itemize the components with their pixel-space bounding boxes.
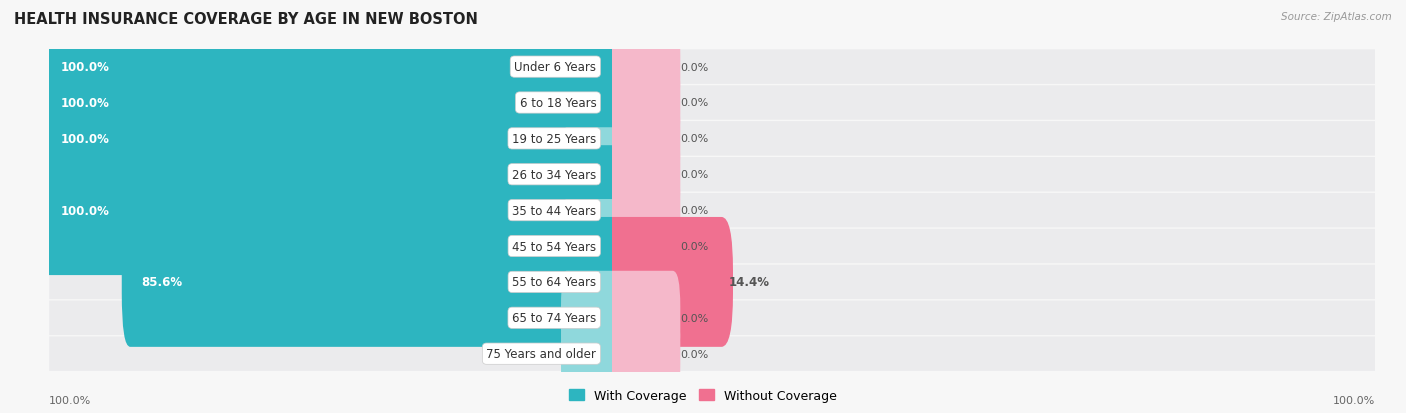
FancyBboxPatch shape [605, 199, 681, 293]
Text: 85.6%: 85.6% [142, 276, 183, 289]
FancyBboxPatch shape [605, 92, 681, 186]
FancyBboxPatch shape [49, 301, 612, 335]
FancyBboxPatch shape [561, 271, 617, 365]
Text: 65 to 74 Years: 65 to 74 Years [512, 311, 596, 325]
FancyBboxPatch shape [49, 50, 612, 85]
FancyBboxPatch shape [41, 74, 620, 204]
Text: 0.0%: 0.0% [533, 170, 561, 180]
FancyBboxPatch shape [41, 2, 620, 132]
Text: 0.0%: 0.0% [681, 98, 709, 108]
FancyBboxPatch shape [600, 217, 733, 347]
FancyBboxPatch shape [612, 158, 1375, 192]
Text: Source: ZipAtlas.com: Source: ZipAtlas.com [1281, 12, 1392, 22]
Text: 0.0%: 0.0% [681, 242, 709, 252]
FancyBboxPatch shape [49, 86, 612, 121]
Text: 26 to 34 Years: 26 to 34 Years [512, 169, 596, 181]
FancyBboxPatch shape [49, 193, 612, 228]
FancyBboxPatch shape [49, 229, 612, 263]
FancyBboxPatch shape [605, 56, 681, 150]
Text: 100.0%: 100.0% [49, 395, 91, 405]
FancyBboxPatch shape [561, 199, 617, 293]
Text: 35 to 44 Years: 35 to 44 Years [512, 204, 596, 217]
FancyBboxPatch shape [612, 265, 1375, 299]
FancyBboxPatch shape [612, 86, 1375, 121]
Text: 75 Years and older: 75 Years and older [486, 347, 596, 360]
FancyBboxPatch shape [49, 122, 612, 156]
Text: 0.0%: 0.0% [533, 242, 561, 252]
FancyBboxPatch shape [122, 217, 620, 347]
FancyBboxPatch shape [605, 21, 681, 114]
FancyBboxPatch shape [605, 164, 681, 258]
Text: Under 6 Years: Under 6 Years [515, 61, 596, 74]
Text: 6 to 18 Years: 6 to 18 Years [520, 97, 596, 110]
FancyBboxPatch shape [605, 307, 681, 401]
FancyBboxPatch shape [561, 128, 617, 222]
FancyBboxPatch shape [605, 128, 681, 222]
Text: 100.0%: 100.0% [60, 204, 110, 217]
FancyBboxPatch shape [612, 229, 1375, 263]
Text: 100.0%: 100.0% [1333, 395, 1375, 405]
FancyBboxPatch shape [561, 307, 617, 401]
FancyBboxPatch shape [49, 337, 612, 371]
Text: 0.0%: 0.0% [533, 313, 561, 323]
Text: 55 to 64 Years: 55 to 64 Years [512, 276, 596, 289]
Text: 100.0%: 100.0% [60, 97, 110, 110]
FancyBboxPatch shape [41, 146, 620, 275]
Text: 0.0%: 0.0% [681, 62, 709, 72]
Text: 45 to 54 Years: 45 to 54 Years [512, 240, 596, 253]
Text: 100.0%: 100.0% [60, 61, 110, 74]
Legend: With Coverage, Without Coverage: With Coverage, Without Coverage [564, 384, 842, 407]
FancyBboxPatch shape [612, 301, 1375, 335]
Text: 0.0%: 0.0% [681, 206, 709, 216]
Text: HEALTH INSURANCE COVERAGE BY AGE IN NEW BOSTON: HEALTH INSURANCE COVERAGE BY AGE IN NEW … [14, 12, 478, 27]
FancyBboxPatch shape [49, 265, 612, 299]
Text: 0.0%: 0.0% [533, 349, 561, 359]
Text: 100.0%: 100.0% [60, 133, 110, 145]
FancyBboxPatch shape [605, 271, 681, 365]
FancyBboxPatch shape [612, 122, 1375, 156]
FancyBboxPatch shape [49, 158, 612, 192]
FancyBboxPatch shape [41, 38, 620, 168]
FancyBboxPatch shape [612, 50, 1375, 85]
Text: 0.0%: 0.0% [681, 313, 709, 323]
FancyBboxPatch shape [612, 193, 1375, 228]
FancyBboxPatch shape [612, 337, 1375, 371]
Text: 0.0%: 0.0% [681, 349, 709, 359]
Text: 0.0%: 0.0% [681, 170, 709, 180]
Text: 0.0%: 0.0% [681, 134, 709, 144]
Text: 14.4%: 14.4% [730, 276, 770, 289]
Text: 19 to 25 Years: 19 to 25 Years [512, 133, 596, 145]
